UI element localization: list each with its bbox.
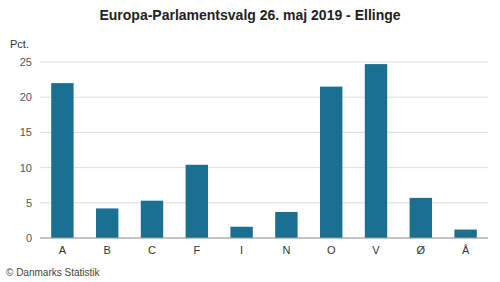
x-tick-label: V xyxy=(372,244,380,256)
y-tick-label: 10 xyxy=(20,162,32,174)
x-tick-label: F xyxy=(193,244,200,256)
chart-container: Europa-Parlamentsvalg 26. maj 2019 - Ell… xyxy=(0,0,500,282)
bar xyxy=(275,212,297,238)
y-axis-label: Pct. xyxy=(10,38,29,50)
grid-line xyxy=(40,62,488,63)
bar xyxy=(410,198,432,238)
bars xyxy=(51,64,477,238)
bar xyxy=(186,165,208,238)
grid-line xyxy=(40,238,488,239)
x-tick-label: C xyxy=(148,244,156,256)
grid-line xyxy=(40,167,488,168)
x-tick-label: N xyxy=(282,244,290,256)
x-tick-label: Ø xyxy=(417,244,426,256)
y-tick-label: 15 xyxy=(20,126,32,138)
x-tick-label: O xyxy=(327,244,336,256)
x-tick-label: Å xyxy=(462,244,470,256)
grid-line xyxy=(40,97,488,98)
x-tick-label: B xyxy=(104,244,111,256)
chart-svg: Europa-Parlamentsvalg 26. maj 2019 - Ell… xyxy=(0,0,500,282)
bar xyxy=(141,201,163,238)
x-tick-label: A xyxy=(59,244,67,256)
title: Europa-Parlamentsvalg 26. maj 2019 - Ell… xyxy=(99,7,400,23)
footer: © Danmarks Statistik xyxy=(6,267,101,278)
y-tick-label: 25 xyxy=(20,56,32,68)
x-axis-line xyxy=(40,238,488,239)
bar xyxy=(230,227,252,238)
bar xyxy=(320,87,342,238)
x-tick-label: I xyxy=(240,244,243,256)
bar xyxy=(365,64,387,238)
y-tick-label: 0 xyxy=(26,232,32,244)
bar xyxy=(96,208,118,238)
bar xyxy=(51,83,73,238)
bar xyxy=(454,230,476,238)
y-tick-label: 5 xyxy=(26,197,32,209)
grid xyxy=(40,62,488,238)
grid-line xyxy=(40,132,488,133)
y-tick-label: 20 xyxy=(20,91,32,103)
